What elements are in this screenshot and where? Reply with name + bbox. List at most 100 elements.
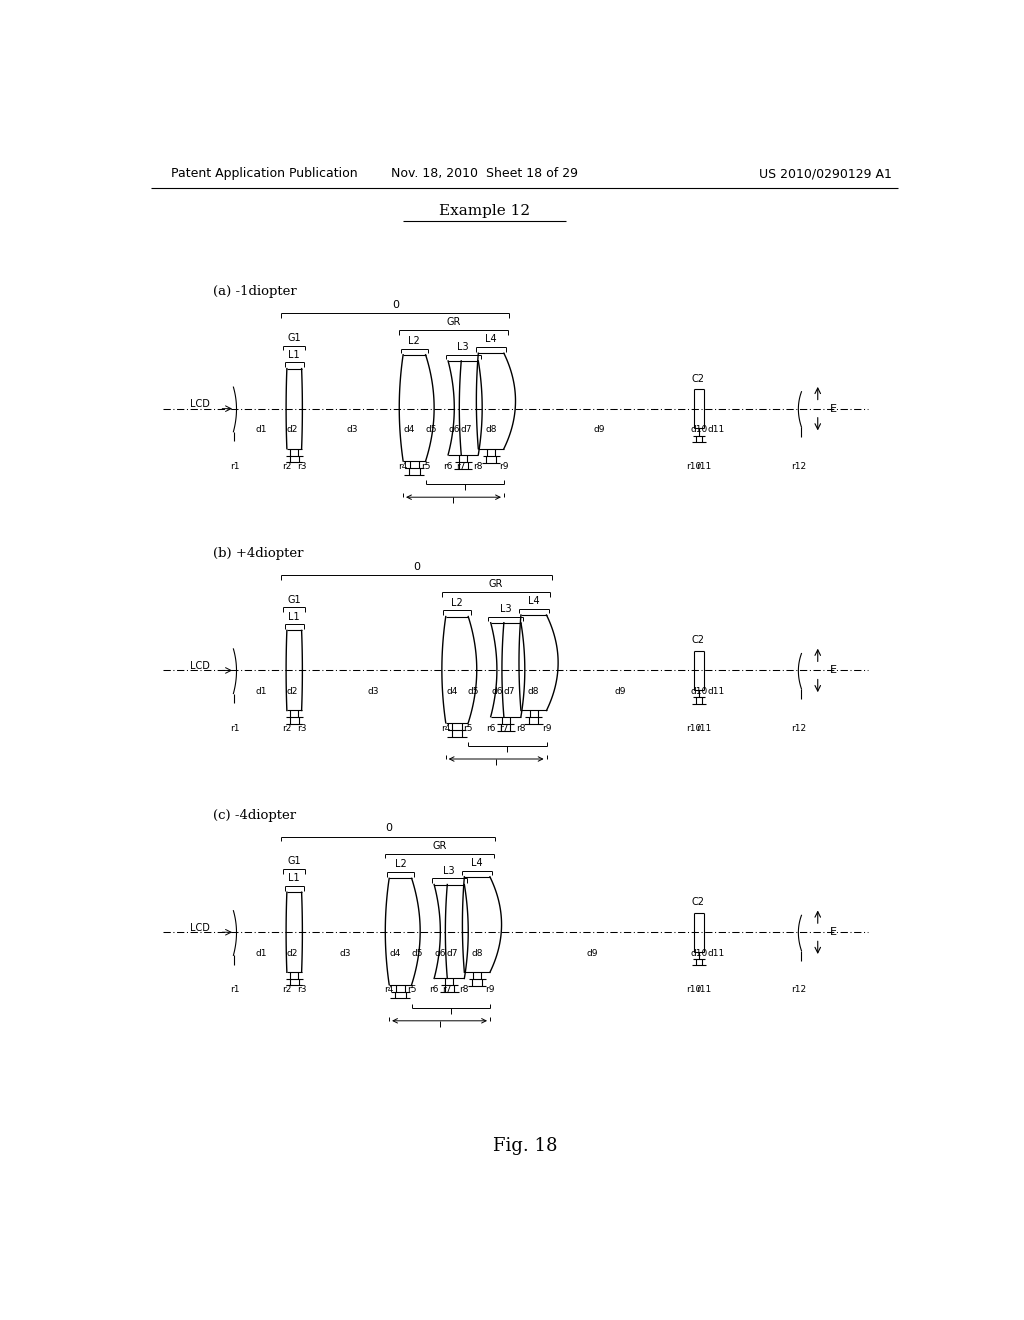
Text: r11: r11 (696, 986, 712, 994)
Text: L3: L3 (443, 866, 455, 875)
Text: r5: r5 (407, 986, 417, 994)
Text: r11: r11 (696, 462, 712, 471)
Text: r12: r12 (791, 723, 806, 733)
Text: r6: r6 (443, 462, 453, 471)
Text: E: E (830, 404, 838, 413)
Text: r7: r7 (499, 723, 509, 733)
Text: d7: d7 (461, 425, 472, 434)
Text: r4: r4 (441, 723, 451, 733)
Text: L3: L3 (500, 603, 512, 614)
Text: LCD: LCD (190, 923, 210, 933)
Text: Fig. 18: Fig. 18 (493, 1137, 557, 1155)
Text: LCD: LCD (190, 661, 210, 671)
Text: r1: r1 (230, 462, 240, 471)
Text: Example 12: Example 12 (439, 203, 530, 218)
Text: L2: L2 (394, 859, 407, 870)
Text: d4: d4 (390, 949, 401, 957)
Text: d11: d11 (708, 686, 724, 696)
Text: d9: d9 (586, 949, 598, 957)
Text: (a) -1diopter: (a) -1diopter (213, 285, 297, 298)
Text: r3: r3 (297, 723, 306, 733)
Text: r8: r8 (516, 723, 525, 733)
Text: r5: r5 (464, 723, 473, 733)
Text: r8: r8 (460, 986, 469, 994)
Text: d1: d1 (255, 425, 266, 434)
Text: C2: C2 (692, 374, 705, 384)
Text: L1: L1 (289, 874, 300, 883)
Text: d10: d10 (690, 425, 708, 434)
Text: L1: L1 (289, 611, 300, 622)
Text: L1: L1 (289, 350, 300, 360)
Text: r9: r9 (485, 986, 495, 994)
Text: d6: d6 (492, 686, 503, 696)
Text: LCD: LCD (190, 399, 210, 409)
Text: E: E (830, 665, 838, 676)
Text: (c) -4diopter: (c) -4diopter (213, 809, 296, 822)
Text: r7: r7 (442, 986, 452, 994)
Text: GR: GR (432, 841, 446, 851)
Text: d9: d9 (614, 686, 626, 696)
Text: d4: d4 (446, 686, 458, 696)
Text: d4: d4 (403, 425, 415, 434)
Text: r10: r10 (686, 986, 701, 994)
Text: L4: L4 (485, 334, 497, 345)
Text: r2: r2 (283, 986, 292, 994)
Text: d10: d10 (690, 686, 708, 696)
Text: r9: r9 (499, 462, 509, 471)
Text: Nov. 18, 2010  Sheet 18 of 29: Nov. 18, 2010 Sheet 18 of 29 (391, 168, 578, 181)
Text: r1: r1 (230, 986, 240, 994)
Text: r5: r5 (421, 462, 430, 471)
Text: d3: d3 (346, 425, 358, 434)
Text: d7: d7 (446, 949, 459, 957)
Text: r4: r4 (384, 986, 394, 994)
Text: d5: d5 (412, 949, 423, 957)
Text: 0: 0 (385, 824, 392, 833)
Text: d2: d2 (287, 425, 298, 434)
Text: C2: C2 (692, 635, 705, 645)
Text: GR: GR (488, 579, 504, 589)
Text: r12: r12 (791, 462, 806, 471)
Text: d6: d6 (435, 949, 446, 957)
Text: E: E (830, 927, 838, 937)
Text: r7: r7 (457, 462, 466, 471)
Text: r10: r10 (686, 462, 701, 471)
Text: r2: r2 (283, 462, 292, 471)
Text: C2: C2 (692, 898, 705, 907)
Text: d2: d2 (287, 686, 298, 696)
Text: d10: d10 (690, 949, 708, 957)
Text: Patent Application Publication: Patent Application Publication (171, 168, 357, 181)
Text: d11: d11 (708, 949, 724, 957)
Text: r4: r4 (398, 462, 408, 471)
Text: d8: d8 (528, 686, 540, 696)
Text: d5: d5 (425, 425, 437, 434)
Text: r6: r6 (429, 986, 439, 994)
Text: d3: d3 (368, 686, 380, 696)
Text: L2: L2 (452, 598, 463, 607)
Text: r3: r3 (297, 462, 306, 471)
Text: r3: r3 (297, 986, 306, 994)
Text: r12: r12 (791, 986, 806, 994)
Text: 0: 0 (392, 300, 399, 310)
Text: d9: d9 (593, 425, 604, 434)
Text: d11: d11 (708, 425, 724, 434)
Text: r6: r6 (486, 723, 496, 733)
Text: r11: r11 (696, 723, 712, 733)
Text: r10: r10 (686, 723, 701, 733)
Text: r8: r8 (473, 462, 483, 471)
Text: L4: L4 (471, 858, 483, 869)
Text: 0: 0 (414, 561, 420, 572)
Text: r9: r9 (542, 723, 551, 733)
Text: GR: GR (446, 317, 461, 327)
Text: d3: d3 (340, 949, 351, 957)
Text: G1: G1 (288, 857, 301, 866)
Text: d8: d8 (471, 949, 483, 957)
Text: G1: G1 (288, 594, 301, 605)
Text: r1: r1 (230, 723, 240, 733)
Text: L4: L4 (528, 597, 540, 606)
Text: d8: d8 (485, 425, 497, 434)
Text: L2: L2 (409, 335, 420, 346)
Text: d1: d1 (255, 949, 266, 957)
Text: d5: d5 (468, 686, 479, 696)
Text: L3: L3 (458, 342, 469, 352)
Text: d1: d1 (255, 686, 266, 696)
